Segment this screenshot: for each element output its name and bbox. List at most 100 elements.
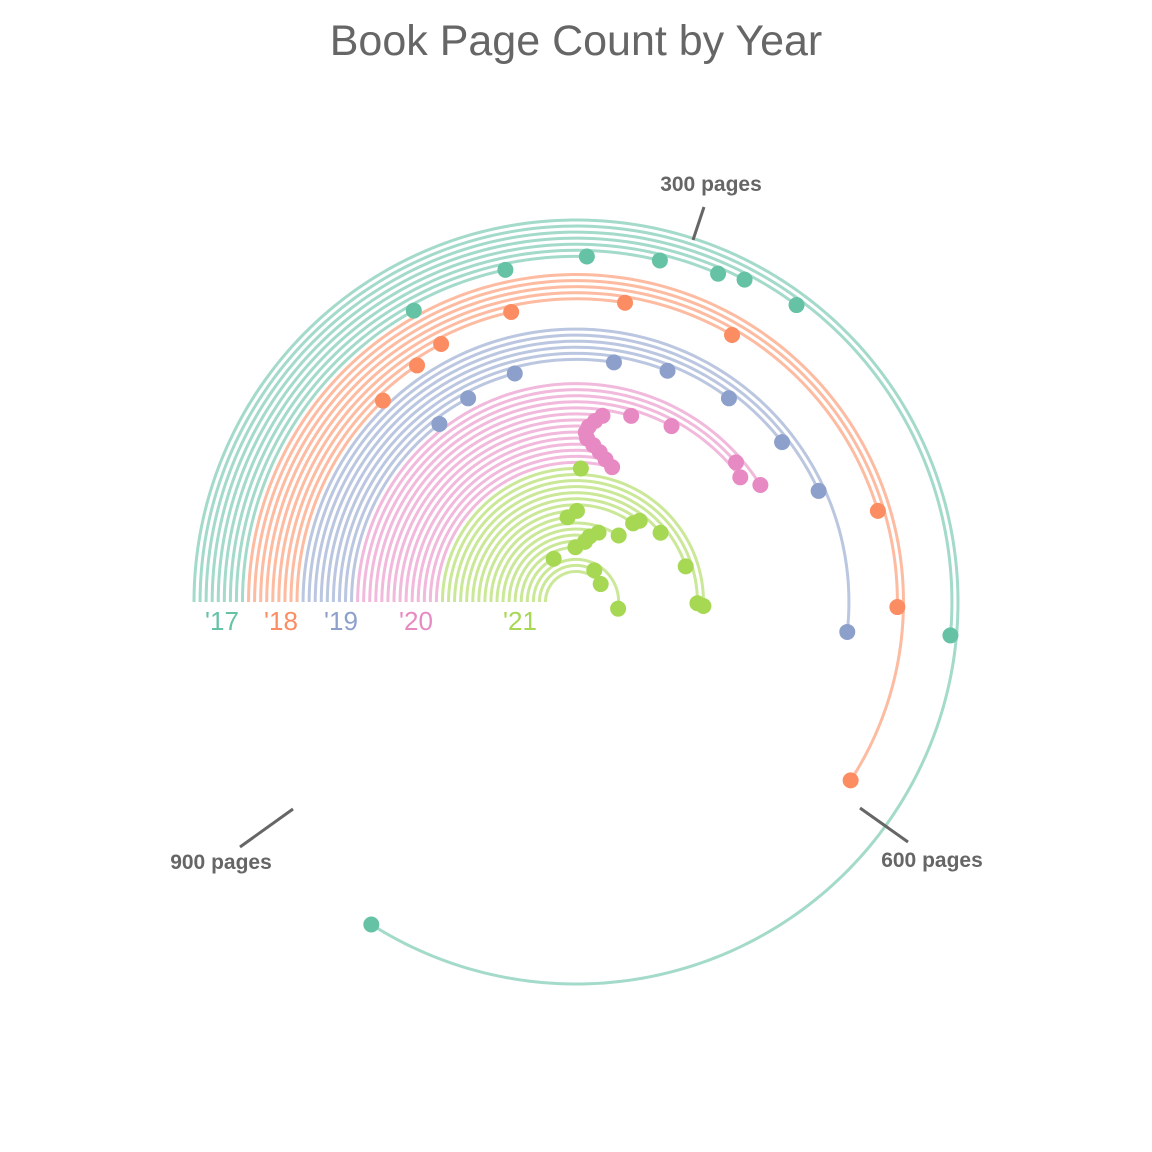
book-arc-1-8 xyxy=(295,399,384,603)
book-dot-4-15 xyxy=(610,600,627,617)
book-arc-3-9 xyxy=(410,436,588,603)
book-dot-4-14 xyxy=(545,550,562,567)
book-dot-1-3 xyxy=(724,326,741,343)
book-arc-4-15 xyxy=(531,557,621,609)
year-label-1: '18 xyxy=(264,606,298,636)
book-dot-0-0 xyxy=(363,916,380,933)
book-arc-2-3 xyxy=(319,345,730,603)
annotation-600-pages: 600 pages xyxy=(881,849,983,872)
book-dot-1-2 xyxy=(869,502,886,519)
book-dot-1-1 xyxy=(889,599,906,616)
book-dot-3-4 xyxy=(623,407,640,424)
book-arc-2-8 xyxy=(350,422,441,603)
book-arc-4-11 xyxy=(507,533,590,603)
book-arc-4-8 xyxy=(489,515,568,603)
book-arc-4-2 xyxy=(453,479,699,604)
annotation-leader-900 xyxy=(239,807,294,849)
book-dot-1-6 xyxy=(433,336,450,353)
book-dot-4-13 xyxy=(567,539,584,556)
book-arc-1-1 xyxy=(253,279,899,608)
book-arc-0-1 xyxy=(198,224,954,636)
book-arc-3-7 xyxy=(398,424,589,603)
year-label-2: '19 xyxy=(324,606,358,636)
book-dot-3-3 xyxy=(663,418,680,435)
book-arc-2-1 xyxy=(307,333,820,603)
book-arc-3-5 xyxy=(386,412,603,603)
book-arc-4-4 xyxy=(465,491,662,603)
book-arc-3-12 xyxy=(428,454,606,603)
year-label-3: '20 xyxy=(399,606,433,636)
book-arc-4-9 xyxy=(495,521,620,603)
book-arc-1-6 xyxy=(283,342,442,603)
book-dot-2-0 xyxy=(839,623,856,640)
book-arc-0-3 xyxy=(210,236,746,603)
book-dot-4-2 xyxy=(689,595,706,612)
book-arc-1-2 xyxy=(259,285,880,603)
book-dot-1-7 xyxy=(409,357,426,374)
book-arc-3-6 xyxy=(392,418,596,603)
book-dot-4-3 xyxy=(677,558,694,575)
book-dot-0-6 xyxy=(578,248,595,265)
book-dot-2-3 xyxy=(720,390,737,407)
book-dot-0-1 xyxy=(942,627,959,644)
book-arc-3-10 xyxy=(416,442,594,603)
book-dot-2-2 xyxy=(774,434,791,451)
chart-title: Book Page Count by Year xyxy=(330,17,822,65)
annotation-900-pages: 900 pages xyxy=(170,851,272,874)
book-dot-2-7 xyxy=(460,390,477,407)
book-dot-3-0 xyxy=(752,476,769,493)
book-dot-4-17 xyxy=(592,576,609,593)
book-dot-4-9 xyxy=(610,527,627,544)
book-dot-3-13 xyxy=(604,459,621,476)
book-arc-0-7 xyxy=(234,268,506,603)
book-arc-1-0 xyxy=(247,273,905,782)
book-dot-4-6 xyxy=(625,515,642,532)
book-arc-4-0 xyxy=(440,466,581,603)
book-arc-3-11 xyxy=(422,448,600,603)
book-arc-4-5 xyxy=(471,497,641,603)
book-arc-0-6 xyxy=(228,254,587,603)
year-label-4: '21 xyxy=(503,606,537,636)
book-dot-4-16 xyxy=(586,562,603,579)
book-dot-1-0 xyxy=(842,772,859,789)
book-dot-1-4 xyxy=(617,294,633,311)
book-dot-4-8 xyxy=(559,509,576,526)
book-arc-3-3 xyxy=(374,400,673,603)
book-arc-2-5 xyxy=(331,357,615,603)
book-dot-1-5 xyxy=(503,304,520,320)
book-arc-4-14 xyxy=(525,557,555,603)
book-dot-0-7 xyxy=(497,261,514,278)
book-dot-3-1 xyxy=(728,454,744,471)
book-dot-2-6 xyxy=(506,365,523,382)
book-dot-2-1 xyxy=(810,482,827,499)
book-arc-3-13 xyxy=(434,460,613,603)
dots-layer xyxy=(363,248,959,933)
book-arc-3-8 xyxy=(404,430,586,603)
book-arc-4-13 xyxy=(519,545,576,603)
book-arc-4-3 xyxy=(459,485,688,603)
year-labels-layer: '17 '18 '19 '20 '21 xyxy=(205,606,537,636)
book-arc-4-16 xyxy=(537,563,596,603)
year-label-0: '17 xyxy=(205,606,239,636)
book-dot-2-8 xyxy=(431,415,448,432)
book-dot-0-2 xyxy=(788,297,805,314)
book-arc-0-8 xyxy=(240,309,415,603)
arcs-layer xyxy=(192,218,960,986)
book-dot-2-5 xyxy=(605,354,622,371)
book-dot-0-3 xyxy=(736,271,753,288)
annotation-leader-600 xyxy=(859,806,909,844)
book-dot-0-4 xyxy=(710,265,727,282)
book-arc-1-5 xyxy=(277,310,512,603)
book-dot-4-0 xyxy=(572,460,589,477)
book-dot-0-8 xyxy=(405,302,422,319)
annotation-300-pages: 300 pages xyxy=(660,173,762,196)
book-arc-4-6 xyxy=(477,503,634,603)
book-arc-2-2 xyxy=(313,339,784,603)
book-arc-0-5 xyxy=(222,248,661,603)
book-arc-0-0 xyxy=(192,218,960,986)
book-arc-4-7 xyxy=(483,509,577,603)
book-arc-3-4 xyxy=(380,406,632,603)
book-arc-3-1 xyxy=(362,388,738,603)
book-arc-0-4 xyxy=(216,242,719,603)
